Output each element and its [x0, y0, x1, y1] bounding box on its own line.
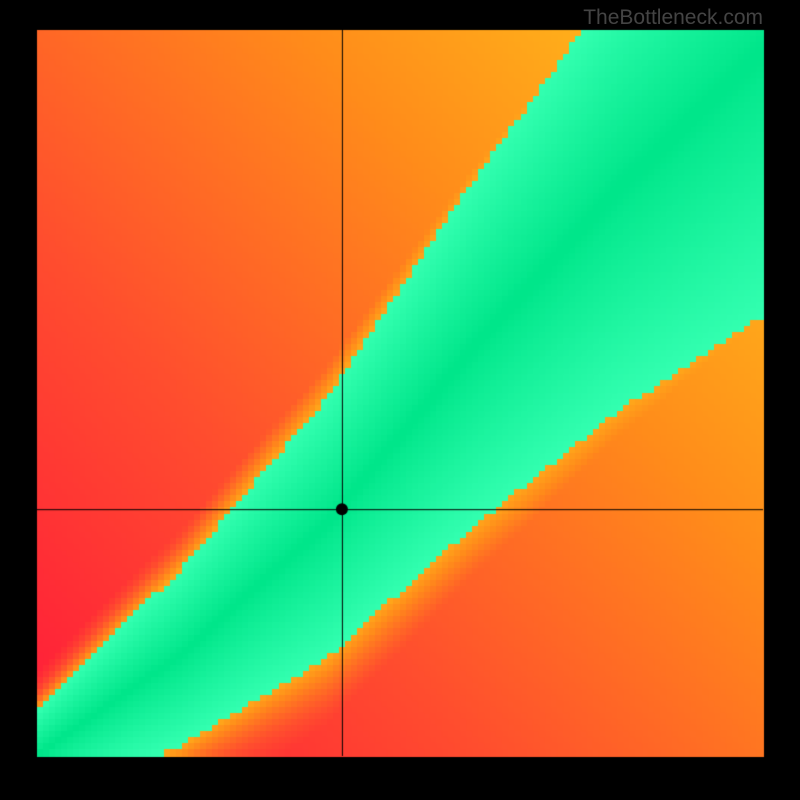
watermark-text: TheBottleneck.com	[583, 6, 763, 30]
bottleneck-heatmap	[0, 0, 800, 800]
chart-container: TheBottleneck.com	[0, 0, 800, 800]
